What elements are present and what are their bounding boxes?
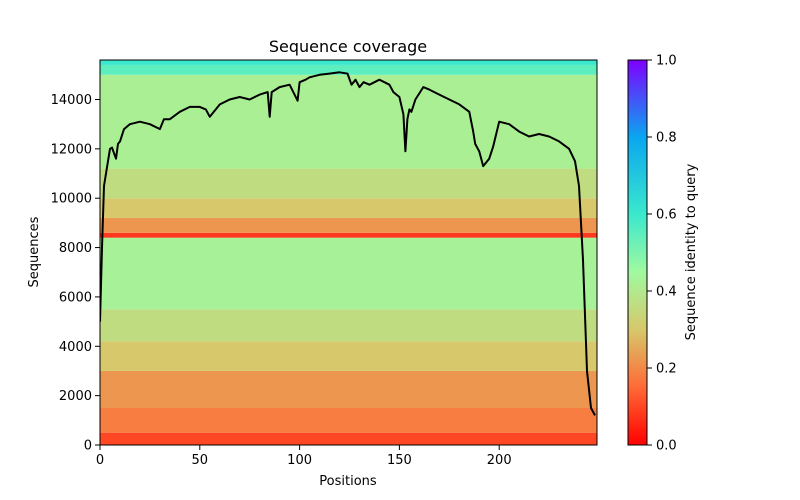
colorbar-tick-label: 0.6	[656, 208, 677, 223]
colorbar-label: Sequence identity to query	[684, 163, 699, 340]
colorbar	[627, 59, 648, 446]
y-tick-label: 4000	[59, 340, 92, 355]
identity-band	[100, 237, 597, 310]
colorbar-tick-label: 0.2	[656, 362, 677, 377]
y-tick-label: 2000	[59, 389, 92, 404]
x-tick-label: 200	[487, 453, 512, 468]
colorbar-tick-label: 0.4	[656, 285, 677, 300]
colorbar-tick-label: 1.0	[656, 54, 677, 69]
y-tick-label: 8000	[59, 241, 92, 256]
plot-frame	[99, 59, 598, 446]
x-tick-label: 100	[287, 453, 312, 468]
x-tick-label: 0	[96, 453, 104, 468]
identity-band	[100, 370, 597, 408]
x-axis: 0 50 100 150 200	[96, 445, 512, 468]
coverage-line-layer	[100, 71, 596, 416]
identity-band	[100, 432, 597, 445]
x-tick-label: 150	[387, 453, 412, 468]
identity-band	[100, 74, 597, 169]
y-tick-label: 6000	[59, 290, 92, 305]
identity-band	[100, 64, 597, 75]
identity-band	[100, 341, 597, 371]
identity-band	[100, 309, 597, 342]
x-tick-label: 50	[192, 453, 209, 468]
identity-band	[100, 232, 597, 238]
colorbar-axis: 0.0 0.2 0.4 0.6 0.8 1.0	[647, 54, 677, 454]
y-axis: 0 2000 4000 6000 8000 10000 12000 14000	[51, 93, 100, 454]
identity-band	[100, 198, 597, 218]
x-axis-label: Positions	[319, 474, 377, 489]
colorbar-tick-label: 0.8	[656, 131, 677, 146]
colorbar-tick-label: 0.0	[656, 439, 677, 454]
identity-band	[100, 407, 597, 433]
heatmap-area	[100, 60, 597, 445]
y-tick-label: 10000	[51, 192, 92, 207]
chart-title: Sequence coverage	[269, 37, 427, 56]
identity-band	[100, 217, 597, 233]
coverage-line	[100, 71, 596, 416]
identity-band	[100, 60, 597, 65]
y-tick-label: 12000	[51, 142, 92, 157]
y-tick-label: 0	[84, 439, 92, 454]
y-tick-label: 14000	[51, 93, 92, 108]
y-axis-label: Sequences	[27, 216, 42, 287]
identity-band	[100, 168, 597, 199]
